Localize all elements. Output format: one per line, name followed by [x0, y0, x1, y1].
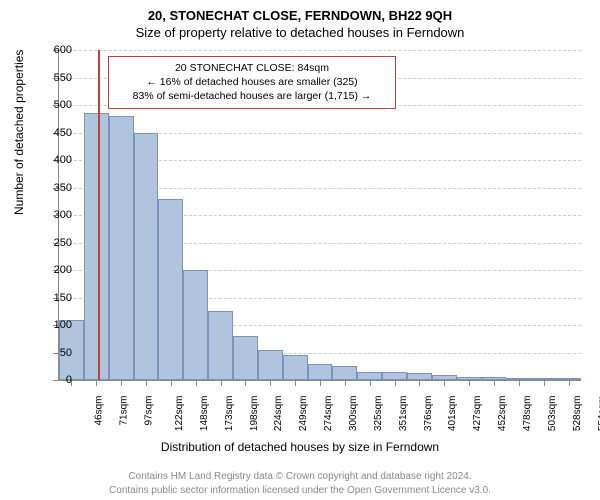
- y-tick-label: 450: [54, 127, 72, 139]
- page-title: 20, STONECHAT CLOSE, FERNDOWN, BH22 9QH: [0, 0, 600, 23]
- histogram-bar: [283, 355, 308, 380]
- x-tick: [221, 380, 222, 386]
- histogram-bar: [233, 336, 258, 380]
- x-tick: [146, 380, 147, 386]
- gridline: [59, 50, 581, 51]
- x-tick-label: 325sqm: [373, 396, 384, 432]
- page-subtitle: Size of property relative to detached ho…: [0, 23, 600, 40]
- x-tick-label: 528sqm: [572, 396, 583, 432]
- y-tick-label: 50: [60, 347, 72, 359]
- y-tick-label: 0: [66, 374, 72, 386]
- x-tick: [270, 380, 271, 386]
- x-tick: [544, 380, 545, 386]
- y-tick-label: 350: [54, 182, 72, 194]
- x-tick-label: 122sqm: [174, 396, 185, 432]
- histogram-bar: [308, 364, 333, 381]
- x-tick-label: 427sqm: [472, 396, 483, 432]
- x-tick-label: 249sqm: [298, 396, 309, 432]
- y-tick-label: 300: [54, 209, 72, 221]
- x-tick: [444, 380, 445, 386]
- x-tick: [196, 380, 197, 386]
- x-tick-label: 503sqm: [547, 396, 558, 432]
- x-tick: [96, 380, 97, 386]
- x-tick-label: 198sqm: [249, 396, 260, 432]
- x-tick-label: 97sqm: [144, 396, 155, 426]
- footer-line-2: Contains public sector information licen…: [0, 485, 600, 496]
- x-tick-label: 478sqm: [522, 396, 533, 432]
- y-tick-label: 600: [54, 44, 72, 56]
- x-tick-label: 46sqm: [94, 396, 105, 426]
- x-tick-label: 300sqm: [348, 396, 359, 432]
- x-tick: [494, 380, 495, 386]
- info-line-1: 20 STONECHAT CLOSE: 84sqm: [117, 61, 387, 75]
- x-tick: [345, 380, 346, 386]
- y-tick-label: 200: [54, 264, 72, 276]
- y-tick: [53, 380, 59, 381]
- x-tick: [469, 380, 470, 386]
- chart-container: 20, STONECHAT CLOSE, FERNDOWN, BH22 9QH …: [0, 0, 600, 500]
- y-tick-label: 150: [54, 292, 72, 304]
- x-tick: [395, 380, 396, 386]
- x-tick: [295, 380, 296, 386]
- footer-line-1: Contains HM Land Registry data © Crown c…: [0, 471, 600, 482]
- info-line-2: ← 16% of detached houses are smaller (32…: [117, 75, 387, 89]
- marker-line: [98, 50, 100, 380]
- chart-plot-wrap: 46sqm71sqm97sqm122sqm148sqm173sqm198sqm2…: [58, 50, 580, 380]
- y-tick-label: 100: [54, 319, 72, 331]
- x-tick: [121, 380, 122, 386]
- x-tick-label: 224sqm: [274, 396, 285, 432]
- y-axis-title: Number of detached properties: [12, 50, 26, 215]
- x-tick-label: 274sqm: [323, 396, 334, 432]
- y-tick-label: 550: [54, 72, 72, 84]
- x-tick-label: 554sqm: [597, 396, 600, 432]
- histogram-bar: [357, 372, 382, 380]
- histogram-bar: [258, 350, 283, 380]
- x-tick: [320, 380, 321, 386]
- histogram-bar: [134, 133, 159, 381]
- x-tick: [519, 380, 520, 386]
- x-tick-label: 401sqm: [448, 396, 459, 432]
- x-tick: [569, 380, 570, 386]
- histogram-bar: [208, 311, 233, 380]
- x-tick: [245, 380, 246, 386]
- histogram-bar: [158, 199, 183, 381]
- histogram-bar: [84, 113, 109, 380]
- histogram-bar: [407, 373, 432, 380]
- x-axis-title: Distribution of detached houses by size …: [0, 440, 600, 454]
- x-tick: [171, 380, 172, 386]
- y-tick-label: 500: [54, 99, 72, 111]
- x-tick-label: 351sqm: [398, 396, 409, 432]
- histogram-bar: [109, 116, 134, 380]
- x-tick-label: 452sqm: [497, 396, 508, 432]
- x-tick: [370, 380, 371, 386]
- x-tick-label: 376sqm: [423, 396, 434, 432]
- y-tick-label: 400: [54, 154, 72, 166]
- x-tick-label: 148sqm: [199, 396, 210, 432]
- histogram-bar: [332, 366, 357, 380]
- x-tick-label: 173sqm: [224, 396, 235, 432]
- info-line-3: 83% of semi-detached houses are larger (…: [117, 89, 387, 103]
- histogram-bar: [183, 270, 208, 380]
- y-tick-label: 250: [54, 237, 72, 249]
- x-tick-label: 71sqm: [119, 396, 130, 426]
- histogram-bar: [382, 372, 407, 380]
- marker-info-box: 20 STONECHAT CLOSE: 84sqm ← 16% of detac…: [108, 56, 396, 109]
- x-tick: [419, 380, 420, 386]
